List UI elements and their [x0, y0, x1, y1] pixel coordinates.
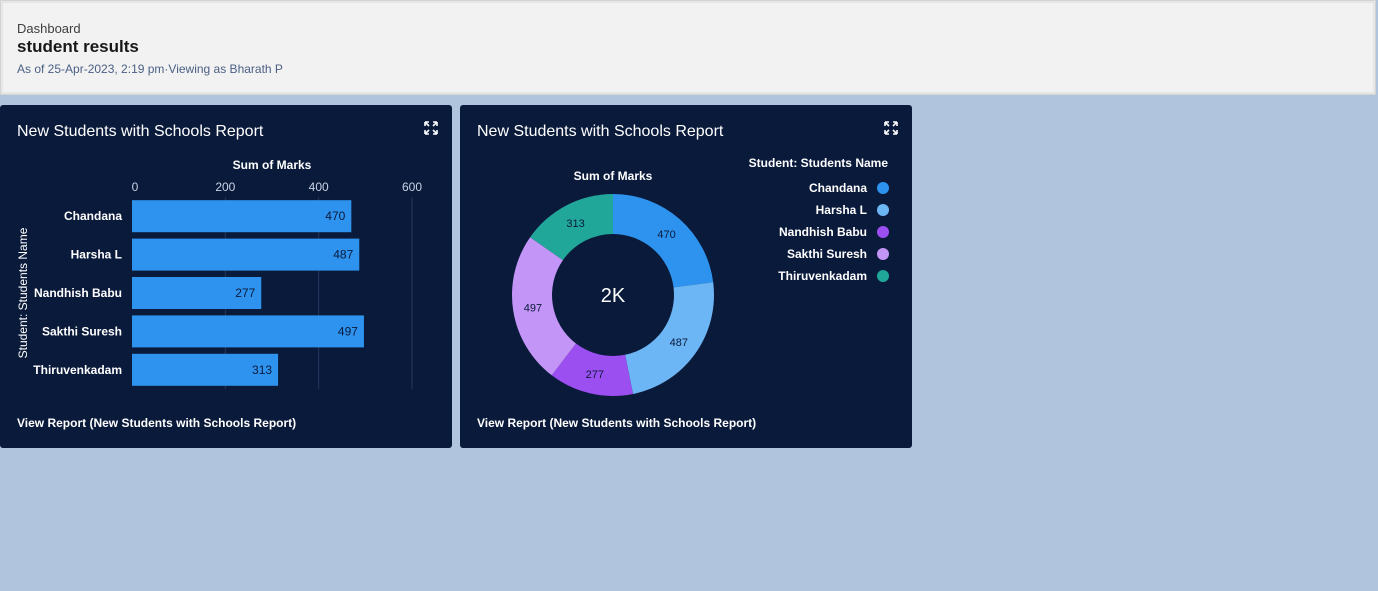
x-axis-label: Sum of Marks — [233, 158, 312, 172]
donut-center-label: 2K — [601, 285, 626, 307]
bar — [132, 238, 360, 271]
legend-label: Harsha L — [816, 203, 867, 217]
legend-swatch — [877, 204, 889, 216]
dashboard-header: Dashboard student results As of 25-Apr-2… — [0, 0, 1376, 95]
legend-swatch — [877, 182, 889, 194]
bar-chart: Sum of Marks 0 200 400 600 470 Chandana 487 Hars… — [16, 158, 422, 389]
x-tick-label: 600 — [402, 180, 422, 194]
donut-slice — [530, 194, 613, 261]
y-tick-label: Thiruvenkadam — [33, 363, 122, 377]
breadcrumb: Dashboard — [17, 21, 81, 36]
bar — [132, 200, 352, 233]
y-tick-label: Sakthi Suresh — [42, 324, 122, 338]
donut-chart-card: New Students with Schools Report Sum of … — [460, 105, 912, 448]
donut-slice — [551, 343, 634, 396]
bar-data-label: 277 — [235, 286, 255, 300]
legend-title: Student: Students Name — [749, 156, 889, 170]
bar — [132, 315, 364, 348]
bar — [132, 277, 262, 309]
bar-chart-card: New Students with Schools Report Sum of … — [0, 105, 452, 448]
legend-label: Nandhish Babu — [779, 225, 867, 239]
view-report-link[interactable]: View Report (New Students with Schools R… — [477, 416, 757, 430]
legend-swatch — [877, 226, 889, 238]
donut-title: Sum of Marks — [574, 169, 653, 183]
bar-data-label: 470 — [325, 209, 345, 223]
donut-slice — [613, 194, 714, 288]
view-report-link[interactable]: View Report (New Students with Schools R… — [17, 416, 297, 430]
expand-icon[interactable] — [884, 121, 898, 135]
y-tick-label: Harsha L — [71, 248, 122, 262]
slice-data-label: 487 — [670, 337, 688, 349]
card-title: New Students with Schools Report — [17, 123, 264, 140]
bar-data-label: 313 — [252, 363, 272, 377]
legend-label: Sakthi Suresh — [787, 247, 867, 261]
x-tick-label: 0 — [132, 180, 139, 194]
x-tick-label: 400 — [309, 180, 329, 194]
legend-label: Chandana — [809, 181, 867, 195]
dashboard-meta: As of 25-Apr-2023, 2:19 pm·Viewing as Bh… — [17, 62, 283, 76]
slice-data-label: 313 — [566, 218, 584, 230]
legend-label: Thiruvenkadam — [778, 269, 867, 283]
slice-data-label: 470 — [657, 229, 675, 241]
bar-data-label: 497 — [338, 324, 358, 338]
slice-data-label: 277 — [586, 369, 604, 381]
bar — [132, 353, 279, 386]
expand-icon[interactable] — [424, 121, 438, 135]
donut-slice — [512, 237, 577, 376]
y-axis-label: Student: Students Name — [16, 227, 30, 358]
legend-swatch — [877, 270, 889, 282]
card-title: New Students with Schools Report — [477, 123, 724, 140]
donut-slice — [625, 282, 714, 394]
bar-data-label: 487 — [333, 248, 353, 262]
x-tick-label: 200 — [215, 180, 235, 194]
slice-data-label: 497 — [524, 303, 542, 315]
y-tick-label: Nandhish Babu — [34, 286, 122, 300]
y-tick-label: Chandana — [64, 209, 122, 223]
legend-swatch — [877, 248, 889, 260]
page-title: student results — [17, 37, 139, 56]
donut-chart: Sum of Marks 470 487 277 497 313 2K Student: St… — [512, 156, 889, 396]
